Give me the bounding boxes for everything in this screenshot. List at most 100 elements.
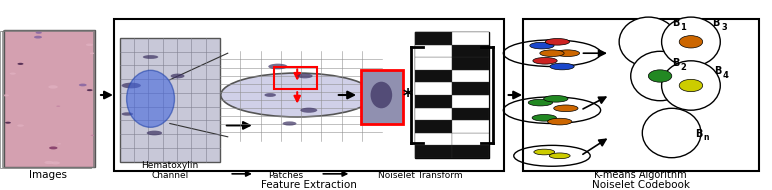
Ellipse shape [371, 82, 392, 108]
Bar [415, 45, 452, 57]
Bar [452, 145, 489, 158]
Text: *: * [402, 87, 413, 106]
Ellipse shape [121, 83, 141, 88]
Bar [415, 70, 452, 82]
Ellipse shape [619, 17, 678, 66]
Bar [415, 95, 452, 108]
Ellipse shape [5, 122, 11, 124]
Bar [2, 31, 93, 168]
Ellipse shape [127, 70, 174, 127]
Bar [0, 31, 91, 168]
Bar [415, 57, 452, 70]
Ellipse shape [269, 64, 287, 69]
Ellipse shape [264, 93, 276, 97]
Bar [452, 45, 489, 57]
Ellipse shape [57, 143, 61, 145]
Text: n: n [703, 134, 709, 142]
Ellipse shape [49, 146, 58, 149]
Text: B: B [714, 66, 722, 76]
Ellipse shape [528, 99, 553, 106]
Bar [4, 30, 95, 167]
Bar [523, 19, 759, 171]
Ellipse shape [648, 70, 672, 82]
Ellipse shape [533, 149, 554, 155]
Ellipse shape [549, 153, 570, 159]
Ellipse shape [532, 114, 557, 121]
Bar [361, 70, 403, 124]
Ellipse shape [147, 131, 162, 135]
Ellipse shape [662, 61, 720, 110]
Bar [452, 95, 489, 108]
Bar [274, 66, 317, 89]
Ellipse shape [545, 38, 570, 45]
Ellipse shape [18, 63, 23, 65]
Ellipse shape [79, 84, 86, 86]
Bar [452, 120, 489, 133]
Ellipse shape [143, 55, 158, 59]
Ellipse shape [547, 118, 572, 125]
Ellipse shape [171, 74, 185, 78]
Bar [415, 108, 452, 120]
Ellipse shape [642, 108, 701, 158]
Ellipse shape [300, 108, 317, 113]
Ellipse shape [90, 52, 94, 54]
Ellipse shape [540, 50, 564, 57]
Text: Noiselet Codebook: Noiselet Codebook [592, 180, 689, 190]
Ellipse shape [45, 161, 53, 164]
Text: 2: 2 [680, 63, 686, 72]
Bar [114, 19, 504, 171]
Bar [415, 32, 452, 45]
Ellipse shape [662, 17, 720, 66]
Bar [452, 108, 489, 120]
Text: 4: 4 [723, 71, 729, 80]
Ellipse shape [679, 36, 703, 48]
Bar [3, 31, 94, 167]
Ellipse shape [631, 51, 689, 101]
Bar [452, 57, 489, 70]
Ellipse shape [34, 36, 42, 39]
Ellipse shape [86, 89, 93, 91]
Ellipse shape [554, 105, 578, 112]
Text: B: B [672, 58, 679, 68]
Text: B: B [695, 129, 703, 139]
Text: 3: 3 [721, 23, 726, 32]
Bar [120, 38, 220, 162]
Ellipse shape [51, 161, 60, 165]
Ellipse shape [36, 32, 42, 34]
Ellipse shape [121, 112, 133, 116]
Text: B: B [713, 18, 720, 28]
Ellipse shape [221, 73, 374, 117]
Bar [415, 32, 489, 158]
Ellipse shape [543, 95, 568, 102]
Ellipse shape [283, 121, 296, 126]
Bar [415, 133, 452, 145]
Text: B: B [672, 18, 679, 28]
Ellipse shape [555, 50, 580, 57]
Text: Feature Extraction: Feature Extraction [261, 180, 357, 190]
Ellipse shape [56, 105, 60, 107]
Text: Patches: Patches [268, 172, 303, 180]
Ellipse shape [10, 73, 15, 75]
Text: 1: 1 [680, 23, 686, 32]
Ellipse shape [550, 63, 574, 70]
Ellipse shape [679, 79, 703, 92]
Ellipse shape [49, 85, 58, 89]
Ellipse shape [17, 124, 24, 127]
Bar [415, 120, 452, 133]
Text: Hematoxylin
Channel: Hematoxylin Channel [141, 161, 198, 180]
Bar [452, 32, 489, 45]
Bar [452, 133, 489, 145]
Text: K-means Algorithm: K-means Algorithm [594, 170, 687, 180]
Ellipse shape [86, 44, 93, 46]
Text: Noiselet Transform: Noiselet Transform [378, 172, 463, 180]
Ellipse shape [533, 57, 557, 64]
Bar [452, 70, 489, 82]
Ellipse shape [530, 42, 554, 49]
Bar [415, 145, 452, 158]
Bar [452, 82, 489, 95]
Ellipse shape [297, 74, 313, 78]
Ellipse shape [3, 94, 9, 97]
Ellipse shape [90, 135, 94, 136]
Text: Images: Images [29, 170, 67, 180]
Bar [415, 82, 452, 95]
